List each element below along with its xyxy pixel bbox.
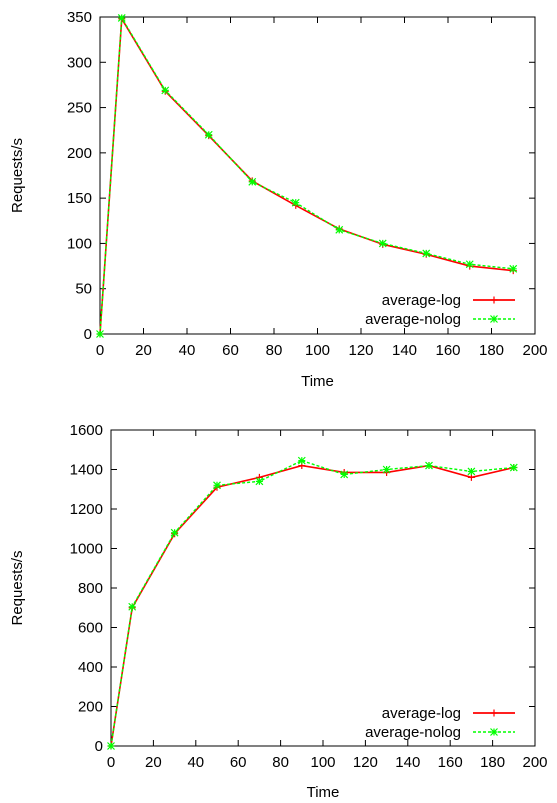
chart-1: 0 50 100 150 200 250 300 350 0 20 40 60 80 100 120 140 1… [9,9,548,390]
x-tick-label: 200 [522,342,547,359]
y-axis-label: Requests/s [9,550,26,625]
data-point-average-nolog [255,477,264,486]
series-line-average-log [99,16,514,335]
x-axis-label: Time [301,373,334,390]
legend-marker-average-log [490,296,498,304]
legend-label-average-log: average-log [382,292,461,309]
series-line-average-nolog [99,15,514,335]
series-line-average-log [110,464,514,747]
data-point-average-nolog [335,225,344,234]
y-tick-label: 400 [78,659,103,676]
x-tick-label: 80 [266,342,283,359]
data-point-average-nolog [509,264,518,273]
data-point-average-nolog [117,13,126,22]
x-tick-label: 180 [479,342,504,359]
data-point-average-nolog [509,463,518,472]
x-tick-label: 100 [305,342,330,359]
x-tick-label: 80 [272,754,289,771]
y-tick-label: 300 [67,54,92,71]
data-point-average-nolog [422,249,431,258]
y-tick-label: 1600 [70,422,103,439]
legend-label-average-nolog: average-nolog [365,311,461,328]
x-tick-label: 0 [107,754,115,771]
x-tick-label: 20 [145,754,162,771]
legend-marker-average-nolog [490,728,498,736]
data-point-average-nolog [161,86,170,95]
data-point-average-nolog [382,465,391,474]
y-tick-label: 200 [78,699,103,716]
legend-marker-average-log [490,709,498,717]
data-point-average-nolog [465,260,474,269]
x-tick-label: 100 [310,754,335,771]
data-point-average-nolog [204,130,213,139]
x-tick-label: 0 [96,342,104,359]
data-point-average-nolog [425,461,433,470]
y-tick-label: 800 [78,580,103,597]
x-tick-label: 60 [222,342,239,359]
x-tick-label: 160 [438,754,463,771]
y-tick-label: 100 [67,235,92,252]
data-point-average-nolog [297,456,306,465]
y-tick-label: 1400 [70,462,103,479]
y-tick-label: 600 [78,620,103,637]
data-point-average-nolog [96,330,104,338]
data-point-average-nolog [291,198,300,207]
x-tick-label: 160 [435,342,460,359]
y-tick-label: 350 [67,9,92,26]
y-tick-label: 1200 [70,501,103,518]
x-tick-label: 20 [135,342,152,359]
data-point-average-nolog [340,470,349,479]
y-axis-label: Requests/s [9,138,26,213]
legend-label-average-log: average-log [382,705,461,722]
x-tick-label: 140 [392,342,417,359]
y-tick-label: 200 [67,145,92,162]
series-line-average-nolog [110,459,514,747]
plot-frame [99,16,536,335]
y-tick-label: 1000 [70,541,103,558]
data-point-average-nolog [128,602,137,611]
legend-label-average-nolog: average-nolog [365,724,461,741]
chart-2: 0 200 400 600 800 1000 1200 1400 1600 0 20 40 60 80 10… [9,422,548,801]
x-tick-label: 200 [522,754,547,771]
y-tick-label: 0 [95,738,103,755]
data-point-average-log [467,473,475,481]
y-tick-label: 50 [75,281,92,298]
y-tick-label: 250 [67,100,92,117]
data-point-average-nolog [170,528,179,537]
x-tick-label: 140 [395,754,420,771]
x-tick-label: 60 [230,754,247,771]
data-point-average-nolog [248,177,257,186]
y-tick-label: 150 [67,190,92,207]
data-point-average-nolog [107,742,115,750]
x-axis-label: Time [307,784,340,801]
x-tick-label: 40 [179,342,196,359]
legend-marker-average-nolog [490,315,498,323]
data-point-average-nolog [467,467,476,476]
x-tick-label: 120 [348,342,373,359]
data-point-average-nolog [213,481,221,490]
data-point-average-nolog [378,239,387,248]
y-tick-label: 0 [84,326,92,343]
x-tick-label: 180 [480,754,505,771]
x-tick-label: 120 [353,754,378,771]
x-tick-label: 40 [187,754,204,771]
